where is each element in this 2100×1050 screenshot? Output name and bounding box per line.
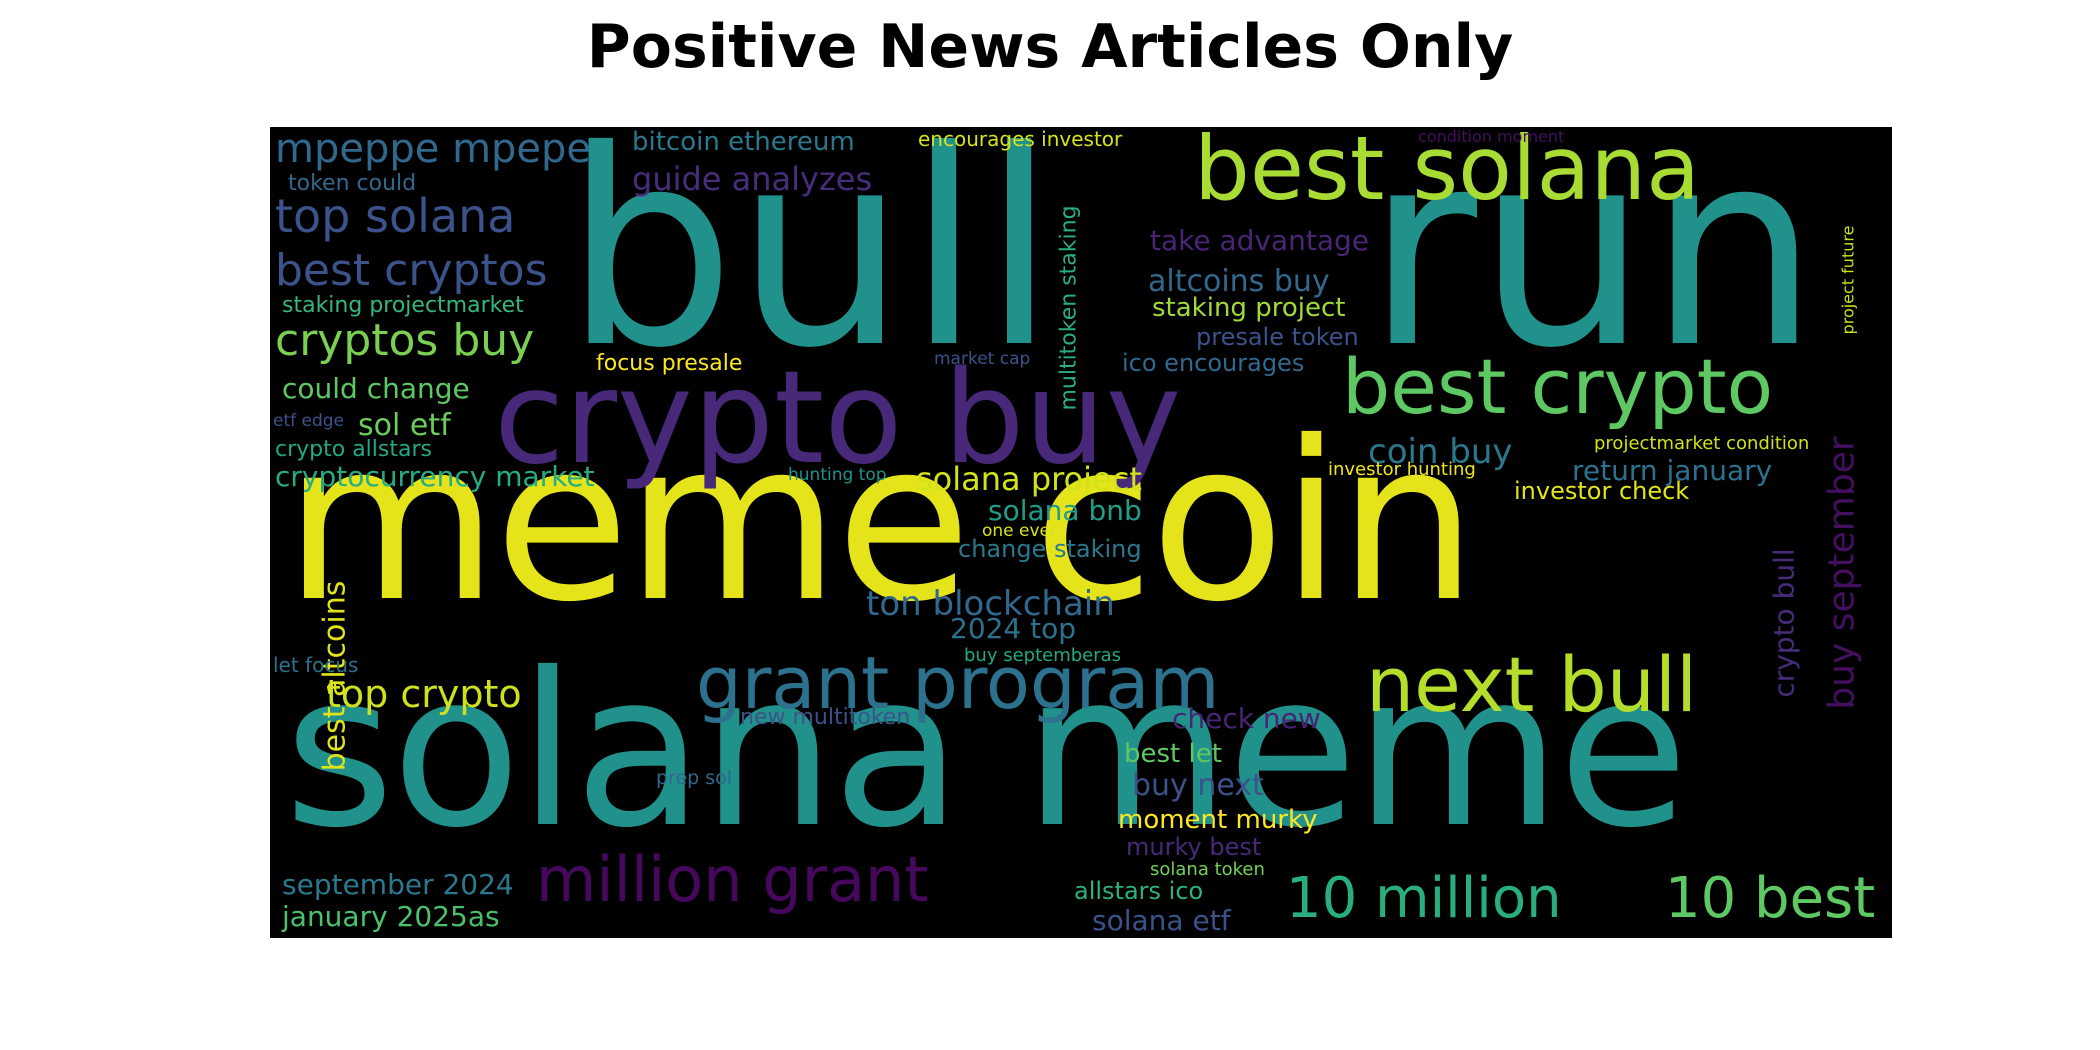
word-bull: bull <box>564 127 1057 407</box>
word-solana-bnb: solana bnb <box>988 494 1142 527</box>
word-million-grant: million grant <box>536 843 929 916</box>
word-token-could: token could <box>288 171 417 196</box>
word-mpeppe-mpepe: mpeppe mpepe <box>275 127 592 172</box>
word-best-solana: best solana <box>1194 127 1701 220</box>
word-cloud: bull run meme coin solana meme crypto bu… <box>270 127 1892 938</box>
word-solana-project: solana project <box>916 460 1142 498</box>
word-top-crypto: top crypto <box>326 672 522 716</box>
word-multitoken-staking: multitoken staking <box>1056 205 1082 411</box>
word-encourages-investor: encourages investor <box>918 127 1123 151</box>
word-best-let: best let <box>1124 739 1222 769</box>
word-10-best: 10 best <box>1665 866 1876 931</box>
word-2024-top: 2024 top <box>950 612 1077 645</box>
word-best-cryptos: best cryptos <box>275 245 548 296</box>
word-cryptocurrency-market: cryptocurrency market <box>275 460 595 493</box>
word-buy-next: buy next <box>1132 768 1264 803</box>
figure-title: Positive News Articles Only <box>586 12 1514 82</box>
word-projectmarket-condition: projectmarket condition <box>1594 433 1810 454</box>
word-10-million: 10 million <box>1286 866 1562 931</box>
word-ton-blockchain: ton blockchain <box>866 584 1115 624</box>
word-solana-meme: solana meme <box>284 627 1689 874</box>
word-project-future: project future <box>1838 225 1858 335</box>
word-murky-best: murky best <box>1126 833 1262 861</box>
word-ico-encourages: ico encourages <box>1122 349 1305 377</box>
word-condition-moment: condition moment <box>1418 127 1565 146</box>
word-new-multitoken: new multitoken <box>740 705 911 730</box>
word-sol-etf: sol etf <box>358 408 451 443</box>
word-return-january: return january <box>1572 454 1773 487</box>
word-staking-projectmarket: staking projectmarket <box>282 293 524 318</box>
word-market-cap: market cap <box>934 349 1031 369</box>
word-one-ever: one ever <box>982 521 1058 541</box>
word-moment-murky: moment murky <box>1118 805 1318 835</box>
word-investor-hunting: investor hunting <box>1328 459 1476 480</box>
word-meme-coin: meme coin <box>284 394 1477 650</box>
word-hunting-top: hunting top <box>788 465 887 485</box>
word-allstars-ico: allstars ico <box>1074 877 1204 905</box>
word-january-2025as: january 2025as <box>282 900 500 933</box>
word-check-new: check new <box>1172 702 1321 735</box>
word-top-solana: top solana <box>275 189 516 243</box>
word-presale-token: presale token <box>1196 323 1359 351</box>
word-altcoins-buy: altcoins buy <box>1148 264 1330 299</box>
word-coin-buy: coin buy <box>1368 432 1513 472</box>
word-next-bull: next bull <box>1366 640 1698 729</box>
word-staking-project: staking project <box>1152 293 1346 323</box>
word-solana-token: solana token <box>1150 859 1265 880</box>
word-cryptos-buy: cryptos buy <box>275 315 535 366</box>
word-buy-septemberas: buy septemberas <box>964 645 1122 666</box>
word-could-change: could change <box>282 372 470 405</box>
word-take-advantage: take advantage <box>1150 224 1370 257</box>
word-bitcoin-ethereum: bitcoin ethereum <box>632 127 855 157</box>
word-etf-edge: etf edge <box>273 411 345 431</box>
word-guide-analyzes: guide analyzes <box>632 160 873 198</box>
word-focus-presale: focus presale <box>596 351 743 376</box>
word-run: run <box>1366 127 1820 407</box>
word-september-2024: september 2024 <box>282 868 514 901</box>
word-investor-check: investor check <box>1514 477 1690 505</box>
word-best-crypto: best crypto <box>1342 342 1774 431</box>
word-let-focus: let focus <box>273 653 359 677</box>
word-buy-september: buy september <box>1821 436 1863 710</box>
word-crypto-bull: crypto bull <box>1767 548 1801 698</box>
word-crypto-buy: crypto buy <box>494 344 1182 493</box>
word-crypto-allstars: crypto allstars <box>275 437 432 462</box>
word-change-staking: change staking <box>958 535 1142 563</box>
word-solana-etf: solana etf <box>1092 904 1231 937</box>
word-prep-sol: prep sol <box>656 767 733 789</box>
word-grant-program: grant program <box>696 641 1220 725</box>
